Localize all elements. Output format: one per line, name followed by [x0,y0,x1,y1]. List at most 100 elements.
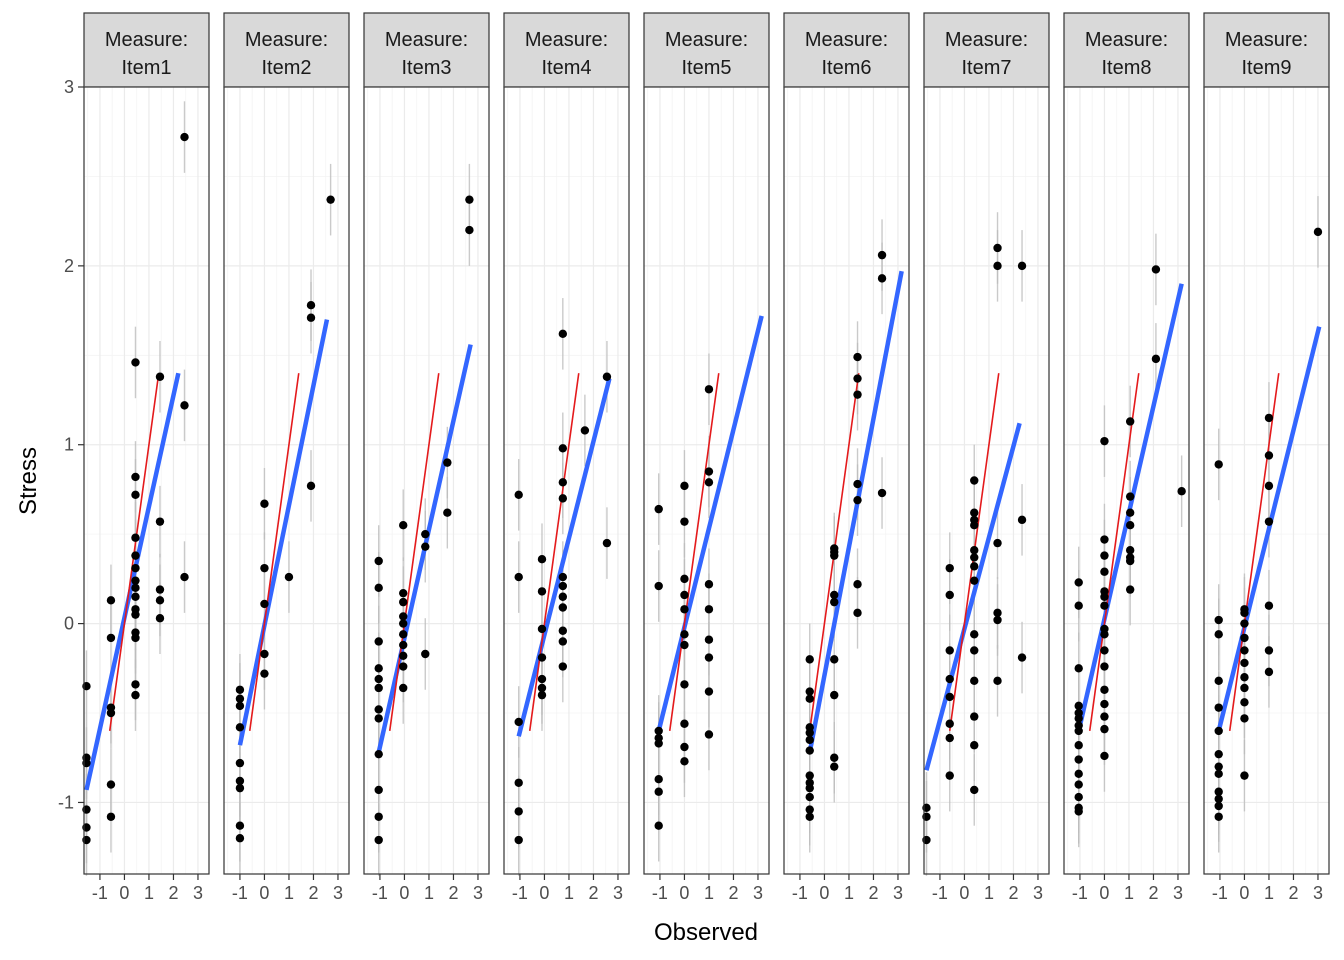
x-tick-label: 1 [1264,883,1274,903]
facet-strip [783,12,910,88]
x-tick-label: -1 [92,883,108,903]
facet-panel-item2: Measure: Item2 -1 0 1 2 3 [223,12,350,903]
data-point [260,499,269,508]
data-point [131,490,140,500]
data-point [260,669,269,678]
data-point [284,572,294,582]
data-point [537,624,547,634]
data-point [374,785,383,795]
x-tick-label: 3 [1313,883,1323,903]
facet-panel-item6: Measure: Item6 -1 0 1 2 3 [783,12,910,903]
panel-background [924,87,1049,874]
data-point [1017,653,1027,662]
data-point [131,633,140,643]
data-point [465,195,474,204]
x-tick-label: 3 [613,883,623,903]
facet-strip [503,12,630,88]
data-point [830,597,839,607]
x-tick-label: 3 [1033,883,1043,903]
data-point [235,758,245,768]
data-point [1214,812,1223,821]
y-axis: -1 0 1 2 3 [58,77,84,812]
data-point [1074,807,1083,816]
x-tick-label: 1 [1124,883,1134,903]
y-tick-label: 1 [64,435,74,455]
data-point [399,619,408,628]
data-point [155,614,165,623]
data-point [106,780,116,789]
data-point [1214,726,1223,736]
data-point [805,812,814,821]
x-tick-label: 3 [473,883,483,903]
data-point [443,458,452,467]
data-point [106,708,116,718]
data-point [1100,685,1109,694]
data-point [945,692,954,702]
data-point [1264,481,1274,491]
data-point [993,608,1002,618]
facet-strip-label: Item7 [961,57,1011,79]
data-point [374,749,383,759]
data-point [970,576,979,585]
data-point [970,741,979,750]
data-point [853,390,862,399]
data-point [654,821,663,830]
data-point [805,735,814,745]
facet-strip-label: Item9 [1241,57,1291,79]
data-point [945,590,954,600]
data-point [945,771,954,780]
data-point [1100,646,1109,655]
data-point [877,488,887,498]
x-tick-label: -1 [1212,883,1228,903]
panel-background [224,87,349,874]
x-tick-label: 3 [753,883,763,903]
data-point [465,225,474,235]
data-point [1100,662,1109,671]
data-point [1151,354,1161,364]
x-tick-label: 0 [119,883,129,903]
x-tick-label: -1 [372,883,388,903]
facet-strip-prefix: Measure: [385,29,468,51]
data-point [155,585,165,594]
facet-strip [1203,12,1330,88]
data-point [131,576,140,585]
data-point [1100,601,1109,610]
data-point [514,490,523,500]
data-point [1125,556,1135,566]
data-point [155,372,165,381]
data-point [970,476,979,485]
fit-line [656,315,764,732]
data-point [235,783,245,793]
data-point [1017,515,1027,525]
panel-background [1064,87,1189,874]
data-point [830,753,839,762]
data-point [1125,492,1135,501]
data-point [853,495,862,505]
data-point [805,792,814,802]
data-point [374,714,383,723]
data-point [399,612,408,621]
panel-background [1204,87,1329,874]
data-point [537,683,547,693]
data-point [1100,751,1109,761]
data-point [1151,265,1161,274]
data-point [106,633,116,643]
facet-strip [223,12,350,88]
data-point [877,274,887,283]
data-point [558,572,568,582]
data-point [1214,749,1223,759]
data-point [399,683,408,693]
x-tick-label: 3 [1173,883,1183,903]
data-point [1264,451,1274,460]
data-point [180,401,189,410]
x-tick-label: 3 [893,883,903,903]
facet-strip-prefix: Measure: [665,29,748,51]
data-point [945,719,954,728]
data-point [260,563,269,573]
data-point [131,592,140,601]
data-point [1074,741,1083,750]
data-point [1125,508,1135,517]
data-point [1074,792,1083,802]
data-point [374,674,383,684]
